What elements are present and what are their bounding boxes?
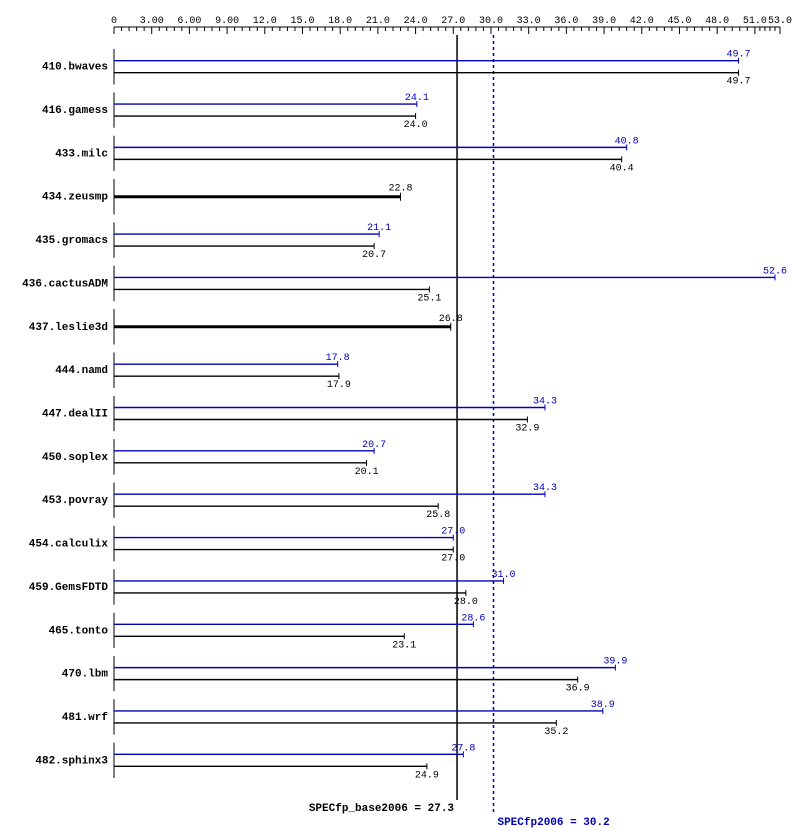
benchmark-label: 465.tonto (49, 625, 109, 637)
x-tick-label: 36.0 (554, 16, 578, 27)
value-label-peak: 28.6 (461, 613, 485, 624)
benchmark-label: 434.zeusmp (42, 192, 108, 204)
spec-bar-chart: 0 3.00 6.00 9.00 12.0 15.0 18.0 21.0 24.0 27.0 30.… (0, 0, 799, 831)
value-label-base: 20.1 (355, 467, 379, 478)
benchmark-label: 459.GemsFDTD (29, 582, 109, 594)
value-label-single: 22.8 (388, 184, 412, 195)
value-label-peak: 52.6 (763, 266, 787, 277)
benchmark-label: 410.bwaves (42, 62, 108, 74)
value-label-peak: 21.1 (367, 223, 391, 234)
x-tick-label: 15.0 (290, 16, 314, 27)
benchmark-label: 444.namd (55, 365, 108, 377)
x-tick-label: 3.00 (140, 16, 164, 27)
x-tick-label: 39.0 (592, 16, 616, 27)
benchmark-label: 453.povray (42, 495, 108, 507)
benchmark-label: 450.soplex (42, 452, 108, 464)
value-label-base: 40.4 (610, 163, 634, 174)
x-tick-label: 42.0 (630, 16, 654, 27)
value-label-base: 35.2 (544, 727, 568, 738)
benchmark-label: 447.dealII (42, 409, 108, 421)
benchmark-label: 433.milc (55, 148, 108, 160)
benchmark-label: 454.calculix (29, 539, 109, 551)
value-label-peak: 34.3 (533, 397, 557, 408)
value-label-base: 17.9 (327, 380, 351, 391)
benchmark-label: 437.leslie3d (29, 322, 108, 334)
value-label-base: 23.1 (392, 640, 416, 651)
value-label-base: 24.0 (404, 120, 428, 131)
value-label-base: 28.0 (454, 597, 478, 608)
x-tick-label: 53.0 (768, 16, 792, 27)
value-label-base: 32.9 (515, 424, 539, 435)
x-tick-label: 33.0 (517, 16, 541, 27)
x-tick-label: 30.0 (479, 16, 503, 27)
x-tick-label: 9.00 (215, 16, 239, 27)
value-label-base: 36.9 (566, 684, 590, 695)
x-tick-label: 21.0 (366, 16, 390, 27)
value-label-base: 27.0 (441, 554, 465, 565)
x-tick-label: 45.0 (667, 16, 691, 27)
value-label-peak: 38.9 (591, 700, 615, 711)
baseline-label: SPECfp_base2006 = 27.3 (309, 803, 455, 815)
value-label-base: 20.7 (362, 250, 386, 261)
value-label-peak: 34.3 (533, 483, 557, 494)
value-label-peak: 40.8 (615, 136, 639, 147)
value-label-peak: 17.8 (326, 353, 350, 364)
x-tick-label: 24.0 (404, 16, 428, 27)
x-tick-label: 18.0 (328, 16, 352, 27)
benchmark-label: 470.lbm (62, 669, 109, 681)
benchmark-label: 416.gamess (42, 105, 108, 117)
value-label-base: 25.8 (426, 510, 450, 521)
value-label-peak: 27.8 (451, 743, 475, 754)
x-tick-label: 12.0 (253, 16, 277, 27)
value-label-peak: 20.7 (362, 440, 386, 451)
value-label-single: 26.8 (439, 314, 463, 325)
benchmark-label: 482.sphinx3 (35, 755, 108, 767)
x-tick-label: 6.00 (177, 16, 201, 27)
x-tick-label: 51.0 (743, 16, 767, 27)
value-label-peak: 31.0 (492, 570, 516, 581)
value-label-base: 49.7 (727, 77, 751, 88)
x-tick-label: 48.0 (705, 16, 729, 27)
value-label-peak: 24.1 (405, 93, 429, 104)
x-tick-label: 0 (111, 16, 117, 27)
value-label-base: 25.1 (417, 293, 441, 304)
benchmark-label: 435.gromacs (35, 235, 108, 247)
peakline-label: SPECfp2006 = 30.2 (497, 817, 609, 829)
value-label-peak: 27.0 (441, 527, 465, 538)
value-label-peak: 39.9 (603, 657, 627, 668)
value-label-peak: 49.7 (727, 50, 751, 61)
benchmark-label: 481.wrf (62, 712, 109, 724)
benchmark-label: 436.cactusADM (22, 278, 108, 290)
x-tick-label: 27.0 (441, 16, 465, 27)
value-label-base: 24.9 (415, 770, 439, 781)
